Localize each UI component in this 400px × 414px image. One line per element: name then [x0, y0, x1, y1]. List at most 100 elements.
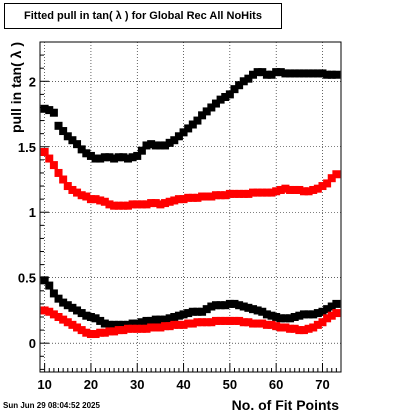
- data-point: [170, 313, 179, 321]
- data-point: [262, 188, 271, 197]
- data-point: [179, 320, 188, 329]
- data-point: [165, 314, 174, 323]
- data-point: [225, 90, 234, 99]
- data-point: [128, 324, 137, 333]
- data-point: [54, 294, 63, 303]
- data-point: [40, 104, 49, 113]
- data-point: [156, 141, 165, 150]
- data-point: [267, 320, 276, 329]
- data-point: [142, 316, 151, 325]
- data-point: [198, 307, 207, 316]
- data-point: [82, 149, 91, 158]
- data-point: [133, 324, 142, 333]
- data-point: [110, 327, 119, 336]
- data-point: [114, 320, 123, 329]
- data-point: [184, 309, 193, 318]
- x-tick-label: 50: [223, 377, 237, 392]
- data-point: [114, 201, 123, 210]
- data-point: [161, 199, 170, 208]
- x-tick-label: 30: [130, 377, 144, 392]
- data-point: [147, 140, 156, 149]
- data-point: [59, 175, 68, 184]
- data-point: [267, 188, 276, 197]
- data-point: [82, 328, 91, 337]
- data-point: [244, 318, 253, 327]
- data-point: [151, 141, 160, 150]
- data-point: [290, 185, 299, 194]
- data-point: [295, 69, 304, 78]
- data-point: [216, 95, 225, 104]
- data-point: [304, 324, 313, 333]
- data-point: [276, 185, 285, 194]
- data-point: [258, 188, 267, 197]
- data-point: [313, 320, 322, 329]
- data-point: [262, 310, 271, 319]
- data-point: [100, 319, 109, 328]
- data-point: [77, 326, 86, 335]
- data-point: [105, 327, 114, 336]
- data-point: [137, 200, 146, 209]
- data-point: [198, 111, 207, 120]
- data-point: [110, 154, 119, 163]
- data-point: [318, 182, 327, 191]
- data-point: [253, 188, 262, 197]
- data-point: [45, 307, 54, 316]
- data-point: [323, 70, 332, 79]
- data-point: [161, 141, 170, 150]
- data-point: [49, 108, 58, 117]
- data-point: [91, 154, 100, 163]
- data-point: [318, 69, 327, 78]
- data-point: [59, 127, 68, 136]
- data-point: [276, 314, 285, 323]
- data-point: [207, 318, 216, 327]
- data-point: [188, 319, 197, 328]
- data-point: [170, 196, 179, 205]
- data-point: [114, 326, 123, 335]
- data-point: [68, 303, 77, 312]
- data-point: [207, 103, 216, 112]
- series-2: [40, 148, 341, 210]
- data-point: [105, 320, 114, 329]
- data-point: [290, 313, 299, 321]
- data-point: [40, 306, 49, 315]
- data-point: [100, 153, 109, 162]
- data-point: [262, 70, 271, 79]
- data-point: [295, 326, 304, 335]
- data-point: [332, 170, 341, 179]
- data-point: [253, 68, 262, 77]
- data-point: [86, 195, 95, 204]
- data-point: [207, 302, 216, 311]
- data-point: [63, 182, 72, 191]
- data-point: [249, 70, 258, 79]
- data-point: [77, 145, 86, 154]
- data-point: [221, 316, 230, 325]
- data-point: [77, 309, 86, 318]
- data-point: [309, 310, 318, 319]
- data-point: [207, 192, 216, 201]
- data-point: [68, 320, 77, 329]
- data-point: [295, 311, 304, 320]
- timestamp: Sun Jun 29 08:04:52 2025: [3, 401, 100, 410]
- data-point: [211, 99, 220, 108]
- data-point: [244, 74, 253, 83]
- data-point: [193, 116, 202, 125]
- data-point: [202, 305, 211, 314]
- data-point: [45, 106, 54, 115]
- data-series: [40, 68, 341, 339]
- data-point: [281, 323, 290, 332]
- data-point: [318, 318, 327, 327]
- data-point: [73, 140, 82, 149]
- data-point: [230, 299, 239, 308]
- data-point: [68, 136, 77, 145]
- data-point: [119, 201, 128, 210]
- data-point: [179, 128, 188, 137]
- data-point: [304, 310, 313, 319]
- data-point: [327, 311, 336, 320]
- data-point: [86, 151, 95, 160]
- data-point: [332, 309, 341, 318]
- data-point: [299, 310, 308, 319]
- data-point: [272, 68, 281, 77]
- data-point: [68, 185, 77, 194]
- data-point: [225, 299, 234, 308]
- data-point: [272, 322, 281, 331]
